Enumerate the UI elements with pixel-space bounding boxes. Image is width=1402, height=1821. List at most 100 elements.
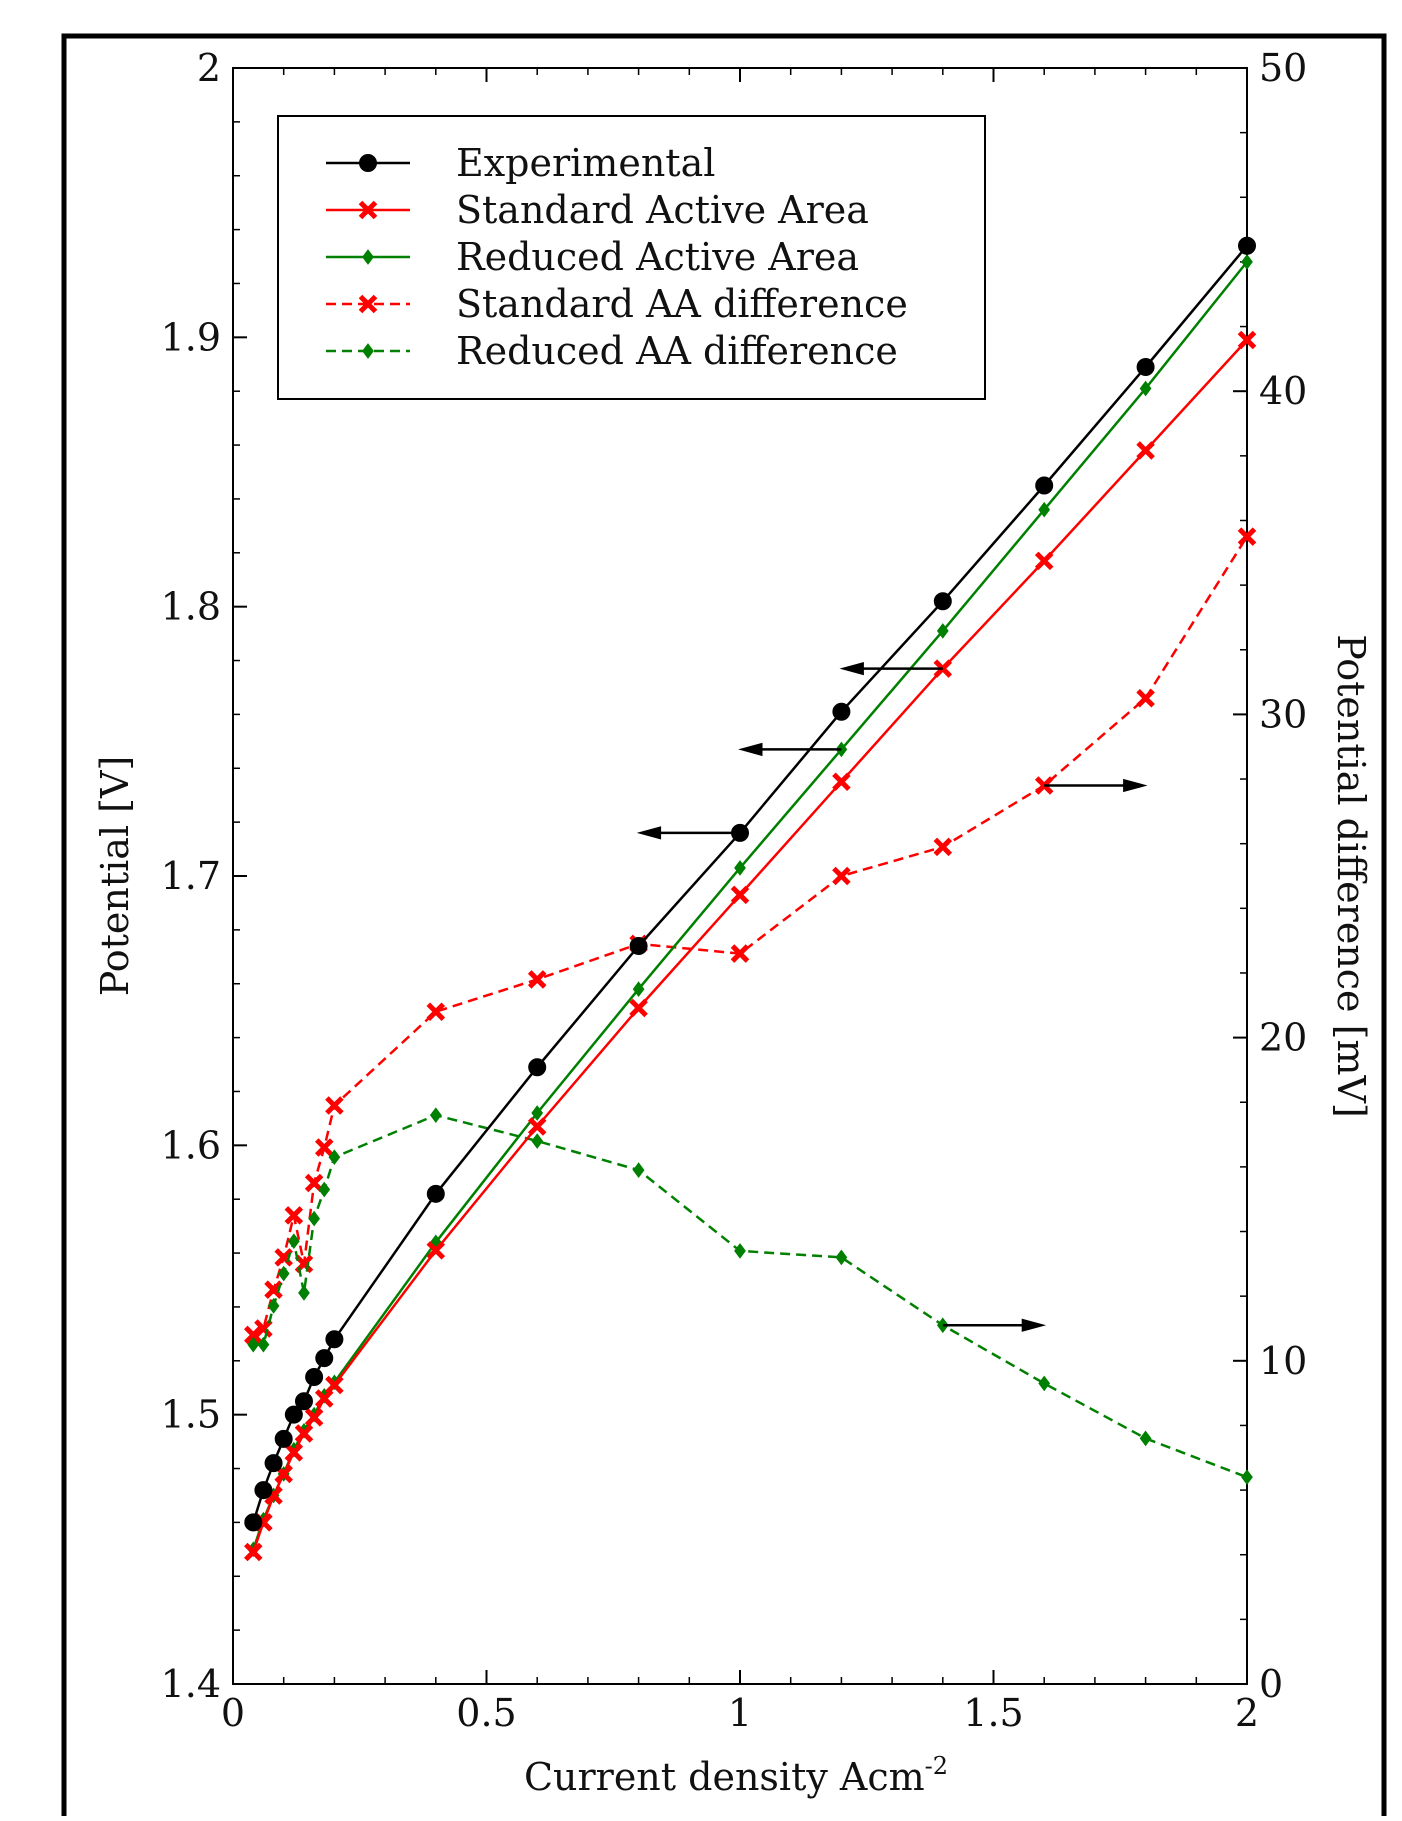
data-point (1237, 527, 1257, 546)
data-point (527, 970, 547, 989)
y-tick-label: 1.4 (161, 1662, 221, 1706)
data-point (1136, 357, 1155, 376)
series-standard-aa-difference (244, 527, 1257, 1345)
x-tick-label: 2 (1235, 1691, 1259, 1735)
data-point (318, 1181, 331, 1198)
arrow-annotation (942, 1318, 1047, 1332)
data-point (244, 1325, 263, 1345)
legend-label: Experimental (456, 141, 715, 185)
data-point (1038, 1375, 1051, 1392)
legend-label: Standard Active Area (456, 188, 869, 232)
data-point (264, 1280, 283, 1299)
legend-marker (362, 249, 374, 265)
x-tick-label: 0.5 (456, 1691, 516, 1735)
data-point (936, 623, 949, 639)
series-line (252, 535, 1249, 1336)
y-axis-label-right: Potential difference [mV] (1329, 634, 1373, 1118)
legend-entry-experimental: Experimental (326, 141, 715, 185)
data-point (328, 1149, 341, 1166)
legend-label: Reduced AA difference (456, 329, 898, 373)
data-point (933, 837, 953, 857)
legend-entry-standard-active-area: Standard Active Area (326, 188, 869, 232)
data-point (1034, 551, 1054, 571)
legend-marker (362, 343, 374, 359)
data-point (264, 1454, 283, 1473)
data-point (730, 944, 750, 963)
data-point (1136, 441, 1155, 460)
y-right-tick-label: 20 (1259, 1016, 1307, 1060)
data-point (304, 1173, 324, 1193)
y-tick-label: 1.8 (161, 585, 221, 629)
data-point (254, 1481, 273, 1500)
data-point (1238, 236, 1256, 255)
data-point (1139, 380, 1152, 397)
legend-entry-reduced-active-area: Reduced Active Area (326, 235, 859, 279)
data-point (1038, 501, 1051, 518)
arrow-annotation (636, 826, 740, 840)
data-point (426, 1002, 446, 1022)
data-point (294, 1392, 313, 1411)
y-axis-label: Potential [V] (93, 756, 137, 997)
data-point (305, 1367, 324, 1386)
arrow-annotation (738, 742, 842, 757)
y-tick-label: 1.9 (161, 315, 221, 359)
y-right-tick-label: 30 (1259, 692, 1307, 736)
data-point (244, 1542, 263, 1562)
data-point (1241, 1469, 1253, 1485)
data-point (734, 860, 746, 876)
data-point (429, 1107, 442, 1124)
legend-marker (358, 200, 378, 220)
data-point (325, 1096, 344, 1115)
data-point (284, 1405, 303, 1424)
legend-entry-standard-aa-difference: Standard AA difference (326, 282, 908, 326)
data-point (1237, 330, 1257, 350)
data-point (294, 1424, 314, 1443)
data-point (325, 1330, 344, 1349)
data-point (277, 1265, 290, 1282)
series-standard-active-area (244, 330, 1257, 1562)
data-point (298, 1285, 310, 1301)
data-point (730, 885, 750, 905)
arrow-head (1021, 1318, 1047, 1332)
data-point (528, 1058, 547, 1077)
data-point (531, 1105, 544, 1121)
y-right-tick-label: 40 (1259, 369, 1307, 413)
x-axis-label: Current density Acm-2 (524, 1752, 948, 1799)
arrow-head (839, 661, 864, 676)
data-point (1139, 1430, 1152, 1447)
y-tick-label: 1.5 (161, 1393, 221, 1437)
data-point (284, 1206, 304, 1225)
data-point (267, 1298, 280, 1314)
legend-marker (359, 154, 377, 172)
data-point (426, 1184, 445, 1203)
arrow-annotation (839, 661, 943, 676)
arrow-annotation (1044, 778, 1148, 793)
data-point (629, 998, 648, 1018)
data-point (629, 937, 648, 956)
arrow-head (738, 742, 763, 757)
annotation-layer (636, 661, 1148, 1332)
data-point (527, 1117, 547, 1136)
data-point (304, 1408, 324, 1427)
data-point (1136, 688, 1155, 708)
data-point (632, 981, 645, 997)
legend-label: Reduced Active Area (456, 235, 859, 279)
data-point (632, 1162, 645, 1178)
data-point (325, 1375, 344, 1395)
data-point (274, 1429, 293, 1448)
data-point (244, 1513, 263, 1532)
series-reduced-aa-difference (247, 1107, 1253, 1485)
data-point (247, 1336, 260, 1353)
data-point (426, 1241, 446, 1260)
data-point (734, 1243, 746, 1259)
legend-marker (358, 294, 378, 314)
arrow-head (1123, 778, 1148, 793)
y-right-tick-label: 50 (1259, 46, 1307, 90)
data-point (1241, 254, 1253, 270)
data-point (254, 1319, 273, 1338)
data-point (315, 1349, 334, 1368)
data-point (933, 592, 952, 611)
data-point (832, 772, 851, 792)
